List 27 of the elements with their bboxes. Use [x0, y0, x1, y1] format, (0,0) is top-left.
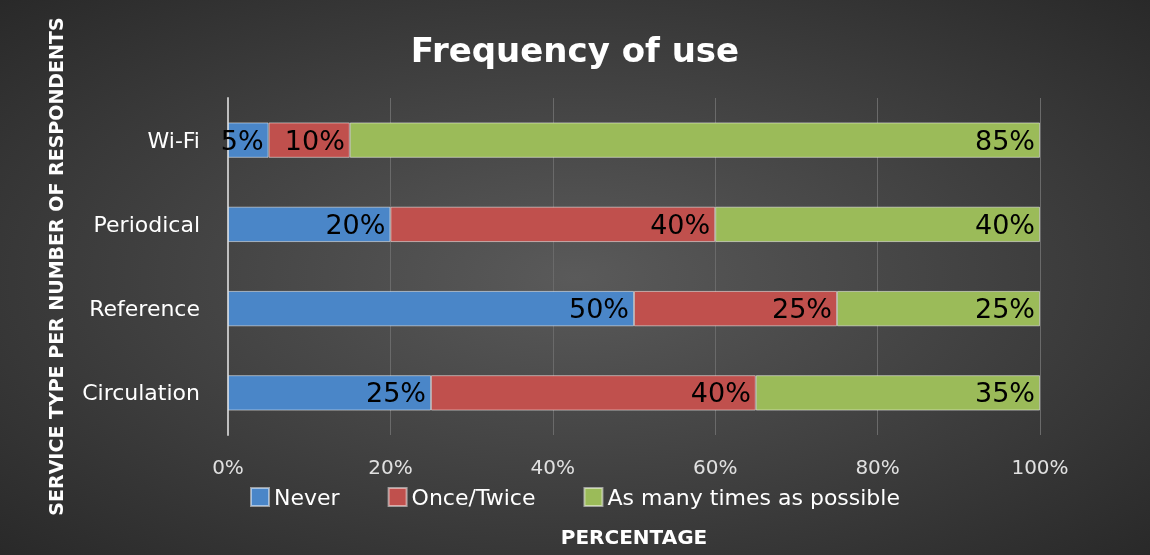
y-axis-title: SERVICE TYPE PER NUMBER OF RESPONDENTS: [45, 17, 67, 516]
data-label: 25%: [771, 293, 832, 325]
x-tick-label: 80%: [855, 455, 900, 479]
data-label: 40%: [974, 208, 1035, 240]
y-tick-label: Periodical: [93, 211, 200, 237]
y-tick-label: Wi-Fi: [147, 127, 200, 153]
data-label: 25%: [365, 377, 426, 409]
data-label: 25%: [974, 293, 1035, 325]
legend-label: Once/Twice: [411, 484, 536, 510]
data-label: 40%: [650, 208, 711, 240]
x-tick-label: 60%: [692, 455, 738, 479]
data-label: 40%: [690, 377, 751, 409]
x-axis-title: PERCENTAGE: [560, 525, 708, 549]
x-tick-label: 0%: [212, 455, 244, 479]
data-label: 50%: [568, 293, 629, 325]
x-tick-label: 20%: [368, 455, 413, 479]
data-label: 35%: [974, 377, 1035, 409]
y-tick-label: Reference: [89, 296, 200, 322]
data-label: 85%: [974, 124, 1035, 156]
y-tick-label: Circulation: [82, 380, 200, 406]
chart-title: Frequency of use: [410, 30, 740, 70]
data-label: 10%: [284, 124, 345, 156]
legend-label: Never: [274, 484, 341, 510]
x-tick-label: 100%: [1011, 455, 1069, 479]
legend-label: As many times as possible: [607, 484, 900, 510]
data-label: 20%: [325, 208, 386, 240]
x-tick-label: 40%: [530, 455, 576, 479]
